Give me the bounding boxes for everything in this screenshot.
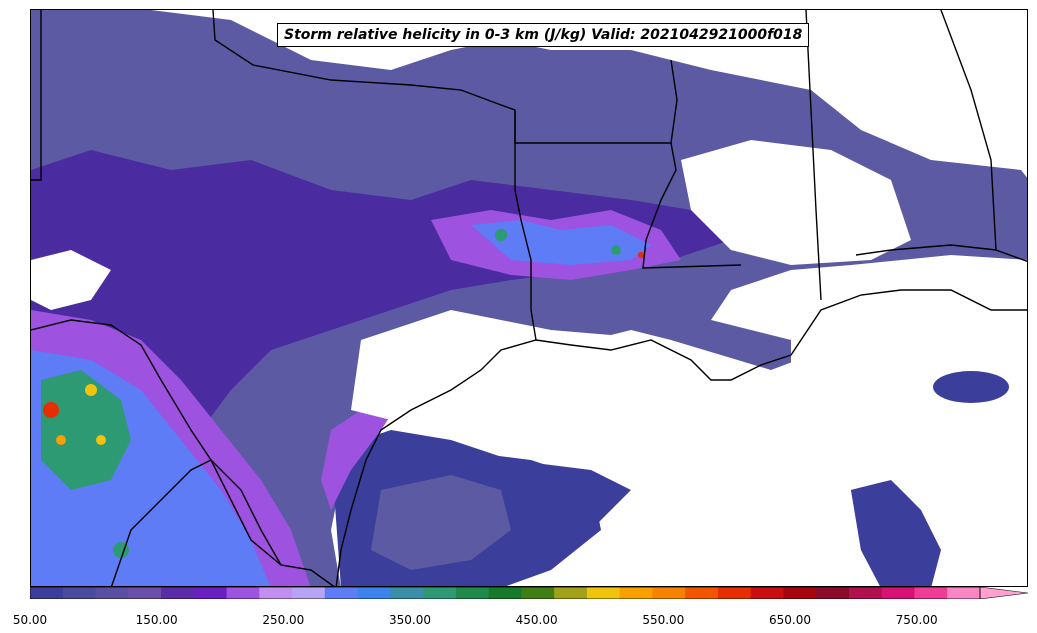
colorbar-segment xyxy=(30,587,64,599)
colorbar-segment xyxy=(717,587,752,599)
colorbar-segment xyxy=(423,587,457,599)
helicity-core-1 xyxy=(43,402,59,418)
border-fl xyxy=(855,244,997,256)
map-title: Storm relative helicity in 0-3 km (J/kg)… xyxy=(277,23,810,47)
colorbar-segment xyxy=(193,587,228,599)
colorbar-segment xyxy=(488,587,522,599)
colorbar-outline xyxy=(30,587,981,599)
helicity-southeast-fill-2 xyxy=(851,480,941,586)
border-al-ga xyxy=(940,10,1027,263)
helicity-south-texas-green xyxy=(41,370,131,490)
colorbar-tick-label: 150.00 xyxy=(135,613,178,627)
helicity-field-map xyxy=(31,10,1027,586)
colorbar-segment xyxy=(62,587,97,599)
colorbar-segment xyxy=(324,587,359,599)
border-ar-la xyxy=(514,110,671,144)
political-borders xyxy=(31,10,1027,586)
colorbar-tick-label: 750.00 xyxy=(895,613,938,627)
helicity-la-band-blue xyxy=(471,220,651,265)
colorbar-segment xyxy=(390,587,424,599)
colorbar-extend-arrow xyxy=(979,587,1028,599)
colorbar-tick-label: 450.00 xyxy=(515,613,558,627)
colorbar-segment xyxy=(947,587,981,599)
helicity-core-4 xyxy=(96,435,106,445)
colorbar-segment xyxy=(455,587,490,599)
colorbar-segment xyxy=(652,587,686,599)
border-tx-la xyxy=(514,189,537,341)
colorbar xyxy=(30,587,1028,599)
border-ms-al xyxy=(805,10,822,301)
colorbar-segment xyxy=(848,587,883,599)
colorbar-segment xyxy=(95,587,129,599)
colorbar-segment xyxy=(554,587,588,599)
colorbar-tick-label: 350.00 xyxy=(389,613,431,627)
colorbar-segment xyxy=(750,587,784,599)
helicity-gap-gulf xyxy=(351,310,1027,586)
border-rio-grande xyxy=(31,319,335,586)
helicity-gulf-lower-inner xyxy=(371,475,511,570)
colorbar-tick-label: 250.00 xyxy=(262,613,305,627)
helicity-gap-west xyxy=(31,250,111,310)
helicity-core-2 xyxy=(85,384,97,396)
map-panel: Storm relative helicity in 0-3 km (J/kg)… xyxy=(30,9,1028,587)
colorbar-tick-label: 650.00 xyxy=(769,613,811,627)
colorbar-segment xyxy=(292,587,326,599)
colorbar-segment xyxy=(685,587,719,599)
helicity-gap-east xyxy=(681,140,911,265)
coastline-gulf xyxy=(335,289,1027,586)
helicity-gulf-blob-2 xyxy=(933,371,1009,403)
border-ms-river xyxy=(642,59,742,269)
colorbar-segment xyxy=(259,587,293,599)
colorbar-segment xyxy=(357,587,391,599)
border-ok-west xyxy=(31,10,42,181)
colorbar-segment xyxy=(161,587,195,599)
border-mexico-states xyxy=(110,459,282,586)
border-tx-ok xyxy=(212,10,516,190)
colorbar-segment xyxy=(881,587,915,599)
colorbar-segment xyxy=(521,587,555,599)
colorbar-segment xyxy=(816,587,850,599)
helicity-la-core-2 xyxy=(611,245,621,255)
helicity-core-3 xyxy=(56,435,66,445)
colorbar-segment xyxy=(619,587,653,599)
helicity-la-core-3 xyxy=(638,252,644,258)
helicity-la-core-1 xyxy=(495,229,507,241)
colorbar-segment xyxy=(586,587,621,599)
colorbar-segment xyxy=(914,587,948,599)
colorbar-tick-label: 550.00 xyxy=(642,613,685,627)
colorbar-segment xyxy=(783,587,817,599)
colorbar-segment xyxy=(128,587,162,599)
colorbar-segment xyxy=(226,587,260,599)
colorbar-tick-label: 50.00 xyxy=(12,613,48,627)
